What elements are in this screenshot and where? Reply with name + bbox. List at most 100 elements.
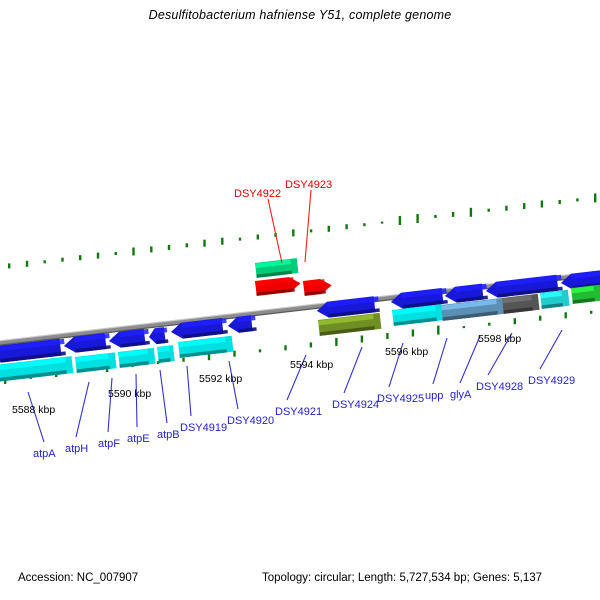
- gene-feature[interactable]: [303, 278, 333, 296]
- gene-feature[interactable]: [63, 333, 111, 354]
- tick-mark: [576, 198, 579, 202]
- gene-feature[interactable]: [108, 328, 150, 349]
- gene-feature-shadow: [158, 358, 171, 363]
- gene-feature-shadow: [120, 340, 150, 348]
- gene-label-leader-line: [107, 377, 113, 433]
- gene-label-dsy4919[interactable]: DSY4919: [180, 422, 228, 434]
- feature-row-main-reverse-arrows: [0, 270, 600, 364]
- tick-mark: [564, 312, 567, 319]
- tick-mark: [309, 229, 313, 233]
- gene-label-dsy4925[interactable]: DSY4925: [377, 393, 425, 405]
- gene-label-atpe[interactable]: atpE: [127, 433, 150, 445]
- tick-mark: [25, 260, 29, 267]
- gene-feature-shadow: [76, 365, 111, 373]
- accession-status: Accession: NC_007907: [18, 572, 139, 584]
- gene-feature[interactable]: [502, 293, 540, 314]
- gene-feature-shadow: [497, 286, 563, 298]
- gene-label-dsy4921[interactable]: DSY4921: [275, 406, 323, 418]
- gene-feature[interactable]: [0, 338, 66, 364]
- gene-feature[interactable]: [441, 297, 505, 321]
- gene-feature-shadow: [456, 295, 488, 303]
- gene-label-leader-line: [388, 342, 404, 388]
- gene-feature[interactable]: [255, 276, 301, 296]
- gene-feature-highlight: [495, 274, 562, 288]
- tick-mark: [469, 207, 473, 217]
- tick-mark: [292, 229, 295, 237]
- gene-label-leader-line: [343, 346, 363, 394]
- gene-feature[interactable]: [316, 296, 380, 319]
- gene-feature-shadow: [0, 370, 67, 383]
- gene-label-dsy4928[interactable]: DSY4928: [476, 381, 524, 393]
- tick-mark: [590, 310, 593, 314]
- gene-feature[interactable]: [540, 289, 570, 309]
- gene-feature[interactable]: [571, 284, 600, 304]
- ruler-tick-label: 5598 kbp: [478, 333, 522, 345]
- gene-label-dsy4923[interactable]: DSY4923: [285, 179, 333, 191]
- tick-mark: [132, 247, 135, 256]
- gene-feature[interactable]: [444, 283, 488, 304]
- tick-mark: [185, 243, 188, 248]
- gene-label-leader-line: [228, 360, 239, 410]
- gene-label-atph[interactable]: atpH: [65, 443, 89, 455]
- gene-feature-highlight: [326, 296, 379, 308]
- gene-feature[interactable]: [318, 312, 382, 336]
- gene-feature-highlight: [318, 314, 374, 326]
- gene-feature-highlight: [157, 346, 170, 353]
- gene-label-atpf[interactable]: atpF: [98, 438, 121, 450]
- gene-label-atpa[interactable]: atpA: [33, 448, 56, 460]
- tick-mark: [363, 223, 366, 227]
- gene-feature[interactable]: [0, 356, 74, 383]
- gene-feature-shadow: [182, 329, 228, 339]
- gene-feature-shadow: [319, 326, 375, 336]
- gene-feature[interactable]: [392, 304, 444, 326]
- gene-label-leader-line: [487, 332, 513, 376]
- tick-mark: [513, 318, 516, 325]
- tick-mark: [539, 315, 542, 321]
- gene-feature-shadow: [541, 302, 564, 309]
- tick-mark: [96, 252, 100, 259]
- gene-feature-shadow: [256, 288, 295, 296]
- gene-feature[interactable]: [390, 287, 448, 309]
- tick-mark: [207, 353, 211, 361]
- gene-feature[interactable]: [148, 327, 169, 345]
- gene-label-leader-line: [459, 335, 481, 384]
- tick-mark: [284, 345, 287, 351]
- gene-feature-highlight: [255, 277, 294, 287]
- tick-mark: [61, 257, 64, 262]
- gene-label-atpb[interactable]: atpB: [157, 429, 180, 441]
- gene-feature-shadow: [442, 311, 498, 321]
- tick-mark: [238, 237, 242, 241]
- gene-feature-highlight: [73, 333, 110, 343]
- gene-feature-highlight: [502, 295, 532, 304]
- gene-label-dsy4929[interactable]: DSY4929: [528, 375, 576, 387]
- gene-feature[interactable]: [485, 274, 563, 299]
- gene-feature-shadow: [238, 327, 257, 333]
- gene-label-upp[interactable]: upp: [425, 390, 444, 402]
- gene-feature-highlight: [540, 291, 562, 299]
- gene-label-dsy4924[interactable]: DSY4924: [332, 399, 380, 411]
- tick-mark: [558, 200, 561, 204]
- gene-feature-highlight: [400, 288, 447, 299]
- tick-mark: [437, 325, 440, 335]
- gene-feature[interactable]: [178, 335, 234, 358]
- gene-feature[interactable]: [75, 352, 117, 373]
- gene-label-leader-line: [286, 354, 307, 401]
- gene-label-dsy4920[interactable]: DSY4920: [227, 415, 275, 427]
- gene-label-glya[interactable]: glyA: [450, 389, 472, 401]
- gene-label-dsy4922[interactable]: DSY4922: [234, 188, 282, 200]
- tick-mark: [258, 349, 262, 353]
- gene-feature-shadow: [256, 270, 292, 278]
- gene-feature[interactable]: [227, 315, 257, 334]
- gene-feature-shadow: [119, 361, 150, 368]
- gene-feature[interactable]: [118, 347, 156, 368]
- ruler-tick-label: 5592 kbp: [199, 373, 243, 385]
- tick-mark: [380, 221, 384, 224]
- gene-feature-highlight: [178, 337, 226, 348]
- gene-feature[interactable]: [170, 317, 228, 339]
- gene-feature[interactable]: [157, 345, 175, 363]
- gene-feature[interactable]: [255, 258, 299, 278]
- gene-label-leader-line: [27, 391, 45, 443]
